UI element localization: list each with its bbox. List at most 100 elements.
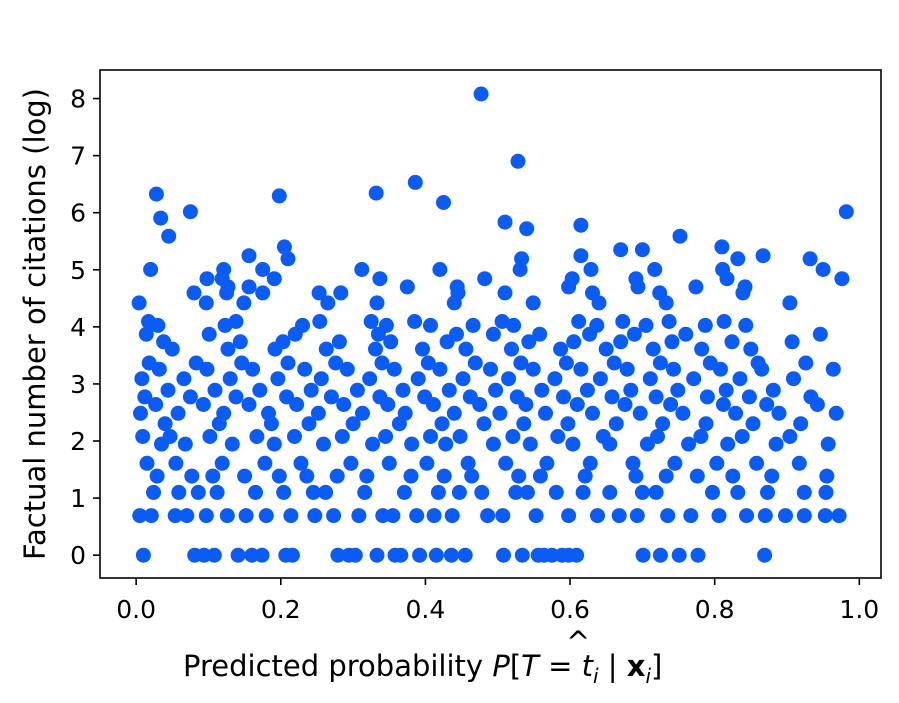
data-point [615, 314, 631, 329]
data-point [222, 371, 238, 387]
data-point [412, 547, 428, 563]
data-point [834, 271, 850, 287]
data-point [162, 429, 178, 444]
data-point [569, 397, 585, 412]
data-point [316, 436, 331, 452]
data-point [297, 361, 313, 377]
data-point [534, 382, 550, 398]
data-point [161, 228, 177, 244]
data-point [473, 86, 489, 102]
data-point [519, 484, 535, 500]
data-point [138, 326, 154, 342]
data-point [768, 436, 784, 452]
data-point [156, 334, 172, 350]
data-point [771, 405, 787, 421]
data-point [446, 405, 462, 421]
data-point [625, 455, 641, 471]
data-point [452, 429, 468, 444]
data-point [395, 382, 411, 398]
data-point [782, 295, 798, 311]
data-point [216, 405, 232, 421]
data-point [293, 455, 309, 471]
data-point [276, 239, 292, 255]
data-point [757, 508, 773, 524]
data-point [334, 429, 350, 444]
data-point [202, 429, 218, 444]
data-point [634, 242, 650, 258]
data-point [494, 314, 510, 329]
data-point [312, 314, 328, 329]
data-point [368, 185, 384, 201]
data-point [623, 382, 639, 398]
data-point [313, 371, 329, 387]
data-point [330, 547, 346, 563]
data-point [734, 429, 750, 444]
data-point [556, 389, 571, 405]
y-tick-label: 0 [70, 541, 86, 570]
data-point [505, 429, 521, 444]
data-point [652, 355, 668, 371]
data-point [815, 262, 831, 277]
data-point [347, 547, 363, 563]
data-point [139, 455, 155, 471]
data-point [485, 326, 501, 342]
data-point [759, 397, 775, 412]
data-point [508, 484, 524, 500]
data-point [784, 334, 800, 350]
data-point [715, 262, 731, 277]
data-point [363, 314, 379, 329]
data-point [583, 262, 599, 277]
data-point [386, 361, 402, 377]
x-tick-label: 0.4 [406, 595, 446, 624]
data-point [658, 468, 674, 484]
data-point [303, 382, 319, 398]
data-point [831, 508, 847, 524]
data-point [828, 405, 844, 421]
data-point [716, 314, 732, 329]
data-point [573, 361, 589, 377]
data-point [652, 285, 668, 301]
data-point [248, 484, 263, 500]
data-point [579, 382, 595, 398]
data-point [803, 389, 819, 405]
data-point [305, 484, 321, 500]
data-point [705, 484, 720, 500]
data-point [336, 397, 352, 412]
data-point [326, 508, 342, 524]
data-point [497, 214, 513, 230]
data-point [670, 382, 686, 398]
data-point [318, 341, 334, 357]
data-point [782, 429, 798, 444]
data-point [522, 436, 538, 452]
data-point [711, 508, 727, 524]
data-point [724, 334, 740, 350]
data-point [133, 405, 148, 421]
data-point [730, 484, 746, 500]
data-point [404, 436, 420, 452]
data-point [407, 314, 423, 329]
data-point [449, 326, 464, 342]
data-point [497, 285, 513, 301]
data-point [177, 436, 193, 452]
data-point [258, 508, 274, 524]
data-point [399, 279, 415, 295]
data-point [362, 371, 378, 387]
data-point [403, 468, 419, 484]
data-point [143, 262, 159, 277]
data-point [592, 371, 608, 387]
data-point [699, 389, 715, 405]
data-point [681, 436, 697, 452]
data-point [778, 508, 793, 524]
data-point [423, 429, 438, 444]
data-point [141, 314, 156, 329]
data-point [148, 186, 164, 202]
data-point [141, 355, 157, 371]
data-point [648, 389, 664, 405]
data-point [538, 405, 553, 421]
data-point [689, 468, 705, 484]
data-point [480, 508, 496, 524]
data-point [143, 508, 159, 524]
data-point [257, 455, 273, 471]
data-point [190, 484, 206, 500]
data-point [276, 484, 292, 500]
